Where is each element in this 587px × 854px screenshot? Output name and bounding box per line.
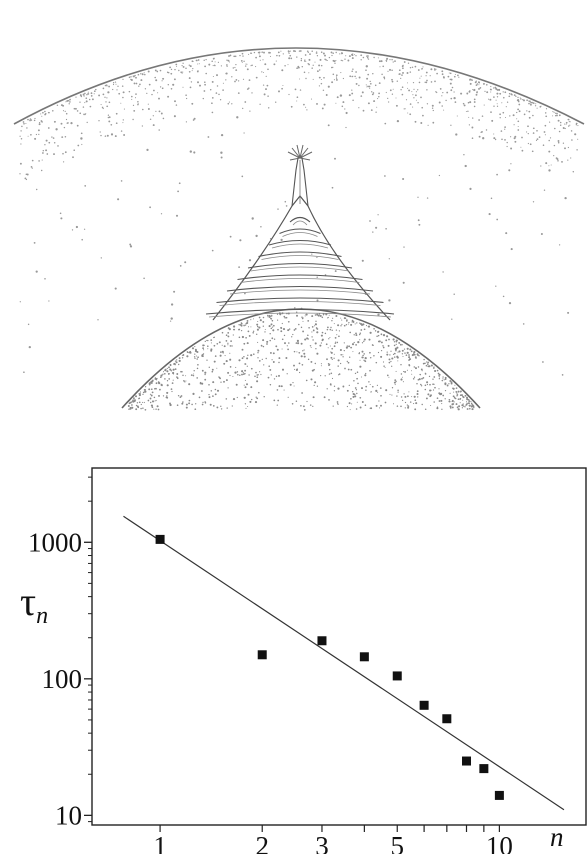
tip-spark xyxy=(287,144,313,161)
y-tick-label: 100 xyxy=(42,664,83,694)
data-point xyxy=(462,756,472,766)
data-points xyxy=(155,534,504,800)
x-tick-label: 5 xyxy=(390,831,404,854)
plot-frame xyxy=(91,467,587,826)
inner-sphere-arc xyxy=(121,308,481,409)
y-axis-ticks: 10 100 1000 xyxy=(28,476,92,830)
data-point xyxy=(442,714,452,724)
data-point xyxy=(317,636,327,646)
fit-line xyxy=(123,515,565,811)
data-point xyxy=(419,700,429,710)
y-tick-label: 10 xyxy=(55,800,82,830)
outer-sphere-arc xyxy=(13,47,585,125)
y-axis-label: τn xyxy=(20,579,48,629)
data-point xyxy=(479,764,489,774)
data-point xyxy=(359,652,369,662)
data-point xyxy=(494,790,504,800)
y-axis-label-main: τ xyxy=(20,579,36,624)
x-tick-label: 3 xyxy=(315,831,329,854)
inner-sphere-stipple xyxy=(127,311,475,411)
cone-tower xyxy=(205,157,395,321)
y-tick-label: 1000 xyxy=(28,527,82,557)
x-tick-label: 1 xyxy=(153,831,167,854)
y-axis-label-sub: n xyxy=(36,603,48,629)
data-point xyxy=(155,534,165,544)
x-tick-label: 2 xyxy=(255,831,269,854)
x-axis-label: n xyxy=(550,822,564,852)
x-axis-ticks: 1 2 3 5 10 xyxy=(153,825,513,854)
cone-illustration xyxy=(13,47,585,411)
x-tick-label: 10 xyxy=(486,831,513,854)
outer-sphere-stipple xyxy=(19,50,579,376)
data-point xyxy=(392,671,402,681)
data-point xyxy=(257,650,267,660)
